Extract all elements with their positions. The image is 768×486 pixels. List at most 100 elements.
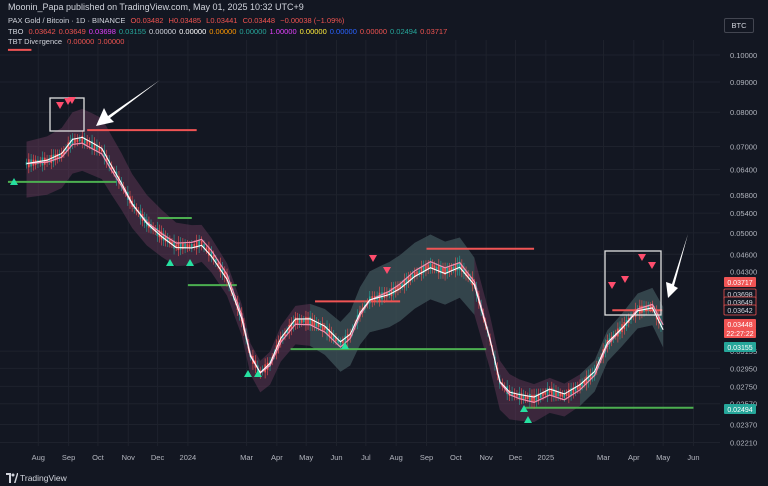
- candle: [67, 142, 69, 151]
- legend-row-symbol: PAX Gold / Bitcoin · 1D · BINANCE O0.034…: [8, 16, 450, 27]
- candle: [173, 240, 175, 249]
- candle: [585, 376, 588, 385]
- candle: [425, 265, 427, 272]
- candle: [221, 267, 224, 275]
- x-tick-label: Oct: [92, 453, 105, 462]
- candle: [529, 393, 531, 402]
- candle: [217, 262, 219, 266]
- candle: [403, 279, 406, 288]
- sell-signal-marker: [621, 276, 629, 283]
- x-tick-label: Apr: [628, 453, 640, 462]
- candle: [76, 138, 79, 143]
- candle: [307, 317, 309, 325]
- header-bar: Moonin_Papa published on TradingView.com…: [0, 0, 768, 14]
- callout-arrow: [666, 234, 688, 298]
- candle: [463, 267, 465, 274]
- candle: [300, 318, 303, 323]
- candle: [335, 337, 337, 342]
- candle: [191, 244, 193, 249]
- legend-value: 0.00000: [209, 26, 237, 36]
- candle: [576, 385, 579, 390]
- candle: [522, 394, 525, 400]
- x-tick-label: Nov: [479, 453, 493, 462]
- candle: [557, 391, 559, 397]
- candle: [288, 324, 290, 333]
- candle: [108, 160, 110, 167]
- candle: [388, 291, 391, 295]
- candle: [469, 277, 472, 281]
- x-tick-label: Dec: [151, 453, 165, 462]
- x-tick-label: Sep: [420, 453, 433, 462]
- candle: [166, 237, 169, 243]
- legend-value: 0.00000: [359, 26, 388, 36]
- x-tick-label: Mar: [240, 453, 253, 462]
- candle: [533, 394, 535, 403]
- legend-value: 0.03642: [28, 26, 56, 36]
- candle: [458, 261, 461, 270]
- candle: [593, 369, 596, 376]
- buy-signal-marker: [524, 416, 532, 423]
- legend-title[interactable]: PAX Gold / Bitcoin · 1D · BINANCE: [8, 16, 126, 25]
- legend-value: 0.00000: [179, 26, 207, 36]
- candle: [579, 383, 581, 389]
- candle: [516, 393, 518, 397]
- candle: [226, 274, 228, 282]
- candle: [440, 266, 442, 274]
- legend-value: 0.00000: [329, 26, 357, 36]
- price-label: 0.03642: [723, 304, 757, 316]
- legend-open: O0.03482: [130, 16, 164, 25]
- candle: [531, 394, 533, 402]
- x-tick-label: Jun: [687, 453, 699, 462]
- ma-slow-line: [26, 142, 664, 404]
- candle: [96, 144, 98, 151]
- candle: [435, 266, 438, 270]
- candle: [54, 154, 57, 161]
- candle: [326, 326, 328, 335]
- candle: [86, 139, 88, 145]
- candle: [43, 157, 46, 165]
- candle: [570, 388, 572, 396]
- y-tick-label: 0.10000: [730, 51, 757, 60]
- candle: [399, 284, 401, 289]
- candle: [442, 267, 444, 274]
- x-tick-label: 2024: [180, 453, 197, 462]
- legend-value: 0.02494: [390, 26, 418, 36]
- x-tick-label: Apr: [271, 453, 283, 462]
- candle: [643, 305, 645, 312]
- symbol-badge[interactable]: BTC: [724, 18, 754, 33]
- candle: [520, 393, 523, 400]
- candle: [63, 149, 65, 154]
- candle: [653, 309, 656, 313]
- buy-signal-marker: [186, 259, 194, 266]
- candle: [658, 316, 660, 324]
- sell-signal-marker: [68, 97, 76, 104]
- candle: [311, 318, 314, 326]
- candle: [60, 152, 63, 158]
- candle: [195, 240, 198, 249]
- x-tick-label: Sep: [62, 453, 75, 462]
- candle: [186, 244, 189, 249]
- candle: [160, 231, 163, 240]
- candle: [416, 271, 418, 276]
- x-tick-label: Nov: [122, 453, 136, 462]
- candle: [591, 372, 594, 378]
- candle: [305, 316, 307, 325]
- candle: [182, 243, 184, 250]
- candle: [589, 373, 592, 380]
- legend-row-tbo[interactable]: TBO 0.03642 0.03649 0.03698 0.03155 0.00000 0…: [8, 27, 450, 38]
- trend-band: [26, 108, 664, 423]
- ma-fast-line: [26, 136, 664, 398]
- candle: [568, 389, 570, 398]
- buy-signal-marker: [341, 342, 349, 349]
- candle: [444, 268, 446, 276]
- candle: [431, 264, 434, 270]
- candle: [339, 341, 342, 346]
- candle: [93, 142, 96, 150]
- x-tick-label: Aug: [32, 453, 45, 462]
- legend-close: C0.03448: [242, 16, 276, 25]
- candle: [420, 266, 423, 275]
- candle: [171, 241, 173, 245]
- candle: [103, 150, 106, 159]
- legend-row-tbt-divergence[interactable]: TBT Divergence 0.00000 0.00000: [8, 37, 450, 48]
